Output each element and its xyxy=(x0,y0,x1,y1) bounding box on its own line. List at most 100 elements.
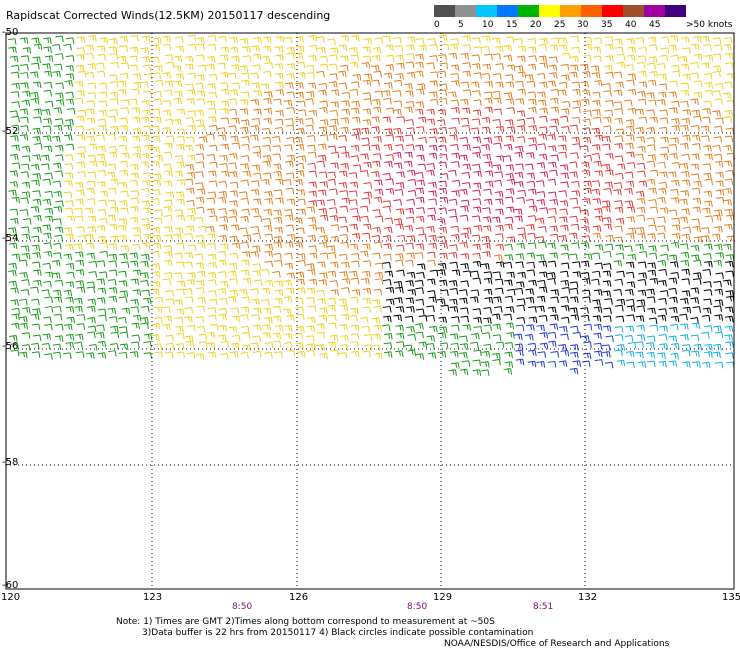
wind-barb xyxy=(450,64,460,72)
wind-barb xyxy=(319,134,329,141)
wind-barb xyxy=(187,272,196,279)
wind-barb xyxy=(262,45,272,53)
wind-barb xyxy=(503,54,513,62)
wind-barb xyxy=(241,296,250,304)
wind-barb xyxy=(110,325,119,333)
wind-barb xyxy=(427,251,436,259)
wind-barb xyxy=(693,80,703,87)
wind-barbs-layer xyxy=(7,34,736,377)
wind-barb xyxy=(582,198,591,205)
wind-barb xyxy=(582,137,592,144)
wind-barb xyxy=(715,171,725,179)
wind-barb xyxy=(206,197,216,204)
wind-barb xyxy=(395,144,404,151)
wind-barb xyxy=(305,124,314,132)
wind-barb xyxy=(724,208,734,216)
wind-barb xyxy=(427,38,436,45)
wind-barb xyxy=(153,37,162,44)
wind-barb xyxy=(283,36,293,44)
wind-barb xyxy=(593,342,603,350)
wind-barb xyxy=(547,360,557,368)
wind-barb xyxy=(691,109,701,117)
wind-barb xyxy=(239,288,248,296)
wind-barb xyxy=(439,62,449,70)
wind-barb xyxy=(230,135,239,143)
wind-barb xyxy=(418,44,427,52)
wind-barb xyxy=(703,281,712,288)
wind-barb xyxy=(559,208,568,216)
wind-barb xyxy=(274,118,284,126)
wind-barb xyxy=(327,297,336,305)
wind-barb xyxy=(385,134,395,141)
wind-barb xyxy=(448,251,458,259)
wind-barb xyxy=(176,128,186,135)
wind-barb xyxy=(129,98,138,106)
wind-barb xyxy=(272,332,282,340)
wind-barb xyxy=(43,70,53,78)
wind-barb xyxy=(262,217,272,225)
wind-barb xyxy=(548,207,557,215)
wind-barb xyxy=(163,272,173,279)
wind-barb xyxy=(297,155,307,162)
wind-barb xyxy=(614,200,623,207)
wind-barb xyxy=(275,89,285,96)
wind-barb xyxy=(604,64,613,72)
wind-barb xyxy=(415,353,425,360)
wind-barb xyxy=(547,178,557,186)
wind-barb xyxy=(274,351,283,358)
wind-barb xyxy=(592,299,601,306)
wind-barb xyxy=(53,124,63,132)
wind-barb xyxy=(503,44,513,52)
wind-barb xyxy=(341,261,350,269)
wind-barb xyxy=(549,323,559,331)
wind-barb xyxy=(690,61,700,69)
wind-barb xyxy=(163,163,172,171)
wind-barb xyxy=(275,110,284,117)
wind-barb xyxy=(10,135,19,142)
wind-barb xyxy=(451,152,461,160)
wind-barb xyxy=(328,322,337,330)
wind-barb xyxy=(582,54,592,62)
wind-barb xyxy=(240,314,249,321)
wind-barb xyxy=(349,89,359,96)
wind-barb xyxy=(704,325,713,332)
wind-barb xyxy=(472,63,481,70)
wind-barb xyxy=(96,45,106,52)
wind-barb xyxy=(723,187,732,195)
wind-barb xyxy=(319,272,328,279)
wind-barb xyxy=(297,253,306,260)
wind-barb xyxy=(33,43,43,51)
wind-barb xyxy=(385,64,395,71)
wind-barb xyxy=(97,287,107,295)
wind-barb xyxy=(659,171,668,179)
wind-barb xyxy=(592,109,601,116)
wind-barb xyxy=(184,335,194,342)
wind-barb xyxy=(646,335,656,343)
scale-label: 45 xyxy=(649,20,661,30)
wind-barb xyxy=(143,207,152,215)
wind-barb xyxy=(130,172,140,180)
wind-barb xyxy=(329,54,338,61)
wind-barb xyxy=(284,252,293,260)
wind-barb xyxy=(647,233,656,240)
wind-barb xyxy=(473,170,482,178)
wind-barb xyxy=(140,47,150,54)
wind-barb xyxy=(505,206,515,214)
wind-barb xyxy=(130,306,140,313)
wind-barb xyxy=(42,333,51,341)
wind-barb xyxy=(593,160,602,168)
wind-barb xyxy=(96,62,105,70)
wind-barb xyxy=(450,38,460,45)
wind-barb xyxy=(503,143,513,151)
wind-barb xyxy=(75,269,85,276)
wind-barb xyxy=(120,245,130,252)
wind-barb xyxy=(483,188,492,196)
wind-barb xyxy=(306,91,315,98)
wind-barb xyxy=(242,344,252,352)
wind-barb xyxy=(536,254,545,261)
wind-barb xyxy=(514,287,524,295)
wind-barb xyxy=(693,236,703,243)
wind-barb xyxy=(74,243,83,250)
wind-barb xyxy=(646,351,656,359)
wind-barb xyxy=(550,314,559,321)
